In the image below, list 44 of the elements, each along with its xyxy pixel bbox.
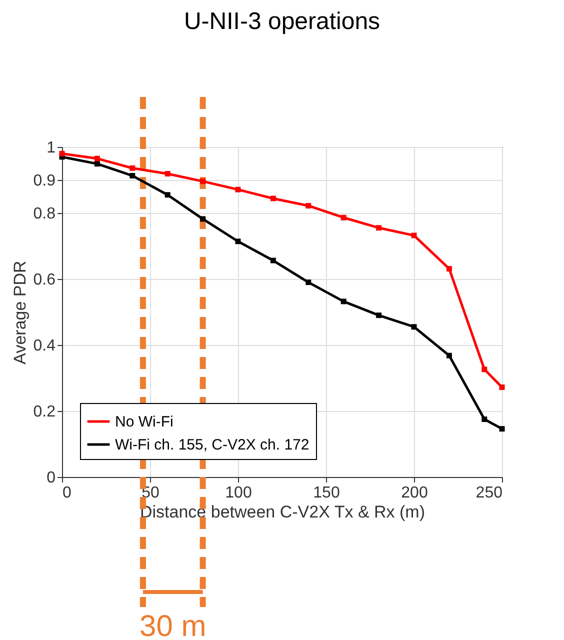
point <box>499 426 505 432</box>
x-tick-label: 150 <box>313 484 340 502</box>
y-tick-label: 0.8 <box>33 206 56 222</box>
point <box>130 172 136 178</box>
point <box>376 225 382 231</box>
y-tick-label: 0.6 <box>33 272 56 288</box>
point <box>235 186 241 192</box>
point <box>200 216 206 222</box>
point <box>270 196 276 202</box>
point <box>446 266 452 272</box>
y-tick-label: 0.2 <box>33 404 56 420</box>
point <box>164 192 170 198</box>
y-tick-label: 0 <box>46 470 56 486</box>
legend-label: No Wi-Fi <box>115 414 174 430</box>
point <box>94 161 100 167</box>
y-tick-label: 1 <box>46 140 56 156</box>
point <box>376 312 382 318</box>
point <box>94 156 100 162</box>
point <box>446 352 452 358</box>
legend-label: Wi-Fi ch. 155, C-V2X ch. 172 <box>115 436 310 454</box>
chart-title: U-NII-3 operations <box>184 8 380 35</box>
x-tick-label: 100 <box>225 484 252 502</box>
point <box>499 384 505 390</box>
y-tick-label: 0.4 <box>33 338 56 354</box>
point <box>130 165 136 171</box>
text: 30 m <box>140 610 206 640</box>
x-tick-label: 0 <box>62 484 72 502</box>
point <box>482 366 488 372</box>
point <box>200 178 206 184</box>
point <box>411 324 417 330</box>
y-axis-title: Average PDR <box>10 260 30 364</box>
x-tick-label: 200 <box>401 484 428 502</box>
point <box>306 280 312 286</box>
point <box>482 416 488 422</box>
point <box>340 214 346 220</box>
point <box>59 150 65 156</box>
y-tick-label: 0.9 <box>33 172 56 190</box>
point <box>235 238 241 244</box>
point <box>340 298 346 304</box>
point <box>411 232 417 238</box>
point <box>306 203 312 208</box>
point <box>164 170 170 176</box>
x-tick-label: 250 <box>476 484 503 502</box>
point <box>270 258 276 264</box>
